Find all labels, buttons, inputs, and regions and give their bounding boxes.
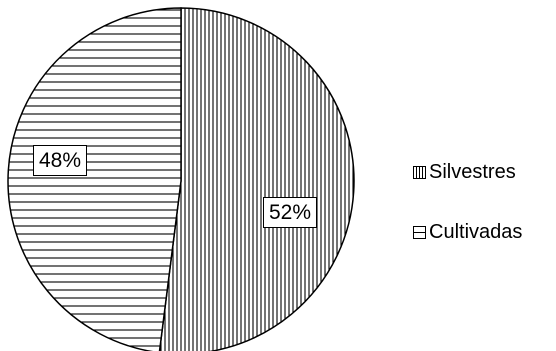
pie-slice-silvestres: [158, 7, 355, 351]
legend-swatch-silvestres: [413, 165, 426, 179]
chart-legend: Silvestres Cultivadas: [413, 160, 522, 244]
legend-swatch-cultivadas: [413, 225, 426, 239]
slice-label-cultivadas: 48%: [33, 145, 88, 176]
pie-slice-cultivadas: [7, 7, 182, 351]
slice-label-silvestres: 52%: [263, 197, 318, 228]
legend-label-cultivadas: Cultivadas: [429, 220, 523, 243]
legend-item-silvestres: Silvestres: [413, 160, 522, 184]
legend-label-silvestres: Silvestres: [429, 160, 516, 183]
legend-item-cultivadas: Cultivadas: [413, 220, 522, 244]
